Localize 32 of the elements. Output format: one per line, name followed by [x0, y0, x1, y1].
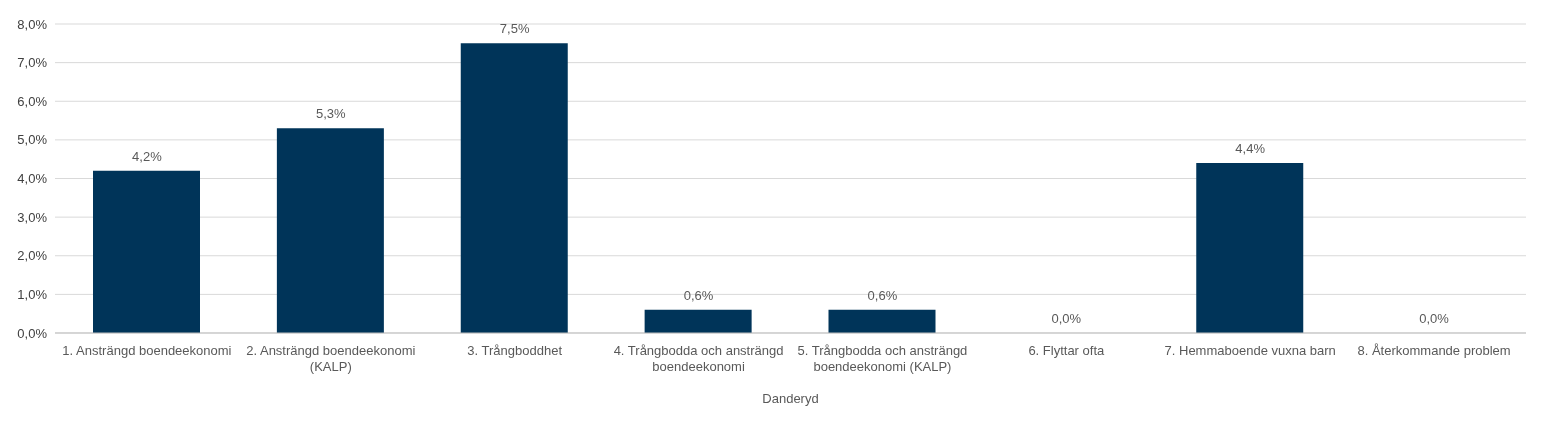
bar — [644, 309, 752, 333]
y-tick-label: 6,0% — [17, 93, 48, 109]
data-label: 5,3% — [315, 106, 347, 122]
bar — [828, 309, 936, 333]
y-tick-label: 8,0% — [17, 16, 48, 32]
bar — [460, 43, 568, 333]
x-axis-title: Danderyd — [762, 391, 819, 406]
y-tick-label: 3,0% — [17, 209, 48, 225]
x-tick-label: 5. Trångbodda och ansträngd boendeekonomi (KALP) — [797, 343, 968, 374]
data-label: 4,4% — [1235, 141, 1266, 157]
x-tick-label: 4. Trångbodda och ansträngd boendeekonomi — [613, 343, 784, 374]
data-label: 7,5% — [499, 21, 530, 37]
data-label: 4,2% — [132, 148, 163, 164]
x-tick-label: 6. Flyttar ofta — [1028, 343, 1106, 358]
x-tick-label: 3. Trångboddhet — [467, 343, 563, 358]
y-tick-label: 7,0% — [17, 55, 48, 71]
y-tick-label: 0,0% — [17, 325, 48, 341]
data-label: 0,0% — [1051, 311, 1082, 326]
bar — [1196, 163, 1304, 333]
x-tick-label: 8. Återkommande problem — [1357, 343, 1511, 358]
x-tick-label: 7. Hemmaboende vuxna barn — [1164, 343, 1336, 358]
x-tick-label: 1. Ansträngd boendeekonomi — [62, 343, 232, 358]
y-tick-label: 5,0% — [17, 132, 48, 148]
data-label: 0,6% — [683, 287, 714, 303]
y-tick-label: 2,0% — [17, 248, 48, 264]
x-tick-label: 2. Ansträngd boendeekonomi (KALP) — [246, 343, 416, 374]
data-label: 0,6% — [867, 287, 898, 303]
bar — [93, 170, 200, 333]
y-tick-label: 1,0% — [17, 286, 48, 302]
y-tick-label: 4,0% — [17, 171, 48, 187]
data-label: 0,0% — [1419, 311, 1450, 326]
bar — [276, 128, 384, 333]
